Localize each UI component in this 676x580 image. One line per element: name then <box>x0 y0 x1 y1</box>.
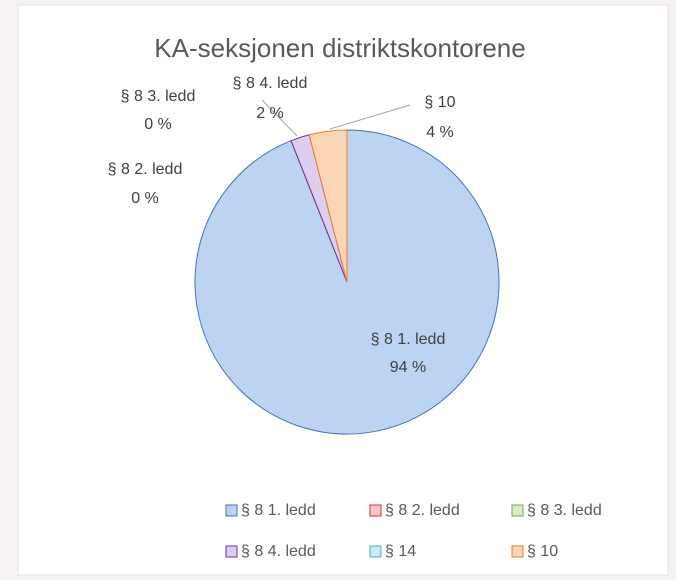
legend-swatch <box>369 545 382 558</box>
data-label-name: § 8 1. ledd <box>371 331 446 348</box>
leader-line <box>261 99 298 137</box>
legend-swatch <box>511 504 524 517</box>
legend-label: § 8 2. ledd <box>385 502 460 519</box>
data-label-name: § 10 <box>424 94 455 111</box>
data-label: 4 % <box>426 124 454 141</box>
legend-label: § 8 3. ledd <box>527 502 602 519</box>
data-label-name: § 8 4. ledd <box>233 75 308 92</box>
legend-swatch <box>369 504 382 517</box>
legend-swatch <box>511 545 524 558</box>
legend-label: § 8 1. ledd <box>241 502 316 519</box>
legend-label: § 8 4. ledd <box>241 543 316 560</box>
legend-label: § 14 <box>385 543 416 560</box>
pie-slice <box>308 129 348 283</box>
legend-swatch <box>225 504 238 517</box>
data-label: 0 % <box>144 116 172 133</box>
data-label: 2 % <box>256 105 284 122</box>
data-label: 94 % <box>390 359 426 376</box>
legend-label: § 10 <box>527 543 558 560</box>
chart-title: KA-seksjonen distriktskontorene <box>154 33 525 63</box>
data-label: 0 % <box>131 190 159 207</box>
legend-swatch <box>225 545 238 558</box>
data-label-name: § 8 2. ledd <box>108 161 183 178</box>
data-label-name: § 8 3. ledd <box>121 88 196 105</box>
leader-line <box>329 104 411 130</box>
